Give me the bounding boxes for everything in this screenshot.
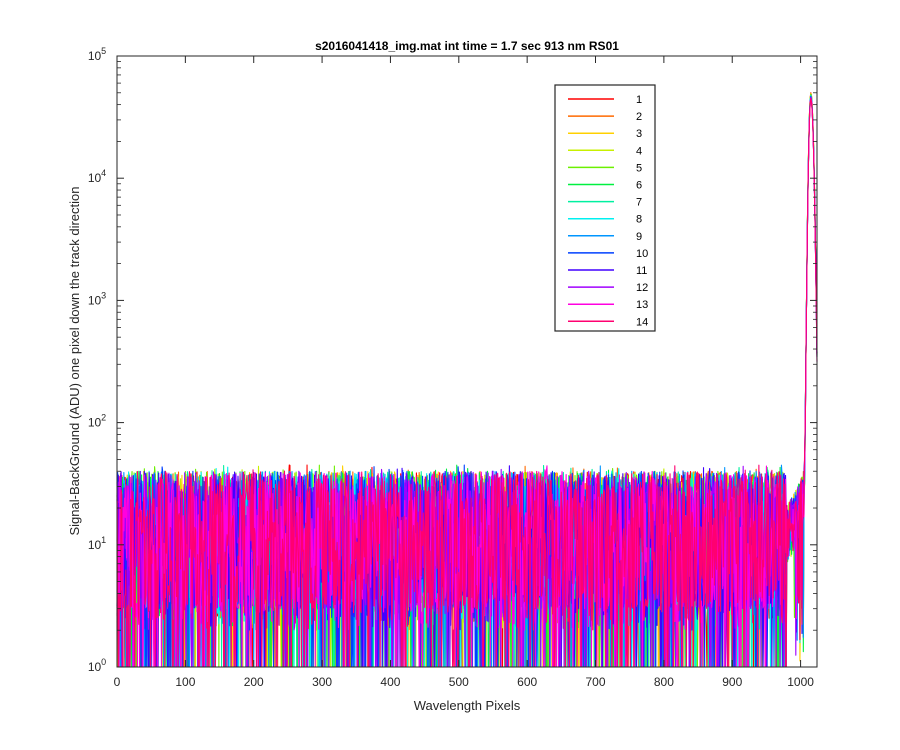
legend-label-14: 14 <box>636 316 648 328</box>
chart-title: s2016041418_img.mat int time = 1.7 sec 9… <box>315 39 619 53</box>
legend-label-11: 11 <box>636 265 647 277</box>
x-tick-label: 400 <box>380 675 400 689</box>
x-tick-label: 700 <box>586 675 606 689</box>
legend-label-1: 1 <box>636 94 642 106</box>
series-line-14 <box>116 98 818 668</box>
axes-box <box>116 55 818 668</box>
legend-label-9: 9 <box>636 231 642 243</box>
ticks-layer: 0 100 200 300 400 500 600 700 800 900 100010010110… <box>88 46 817 689</box>
x-tick-label: 0 <box>114 675 121 689</box>
y-tick-label: 104 <box>88 168 106 185</box>
x-axis-label: Wavelength Pixels <box>414 698 521 713</box>
legend-label-3: 3 <box>636 128 642 140</box>
y-tick-base: 10 <box>88 293 102 307</box>
legend-label-4: 4 <box>636 145 642 157</box>
legend-label-10: 10 <box>636 248 648 260</box>
y-axis-label: Signal-BackGround (ADU) one pixel down t… <box>67 186 82 535</box>
x-tick-label: 100 <box>175 675 195 689</box>
y-tick-base: 10 <box>88 660 102 674</box>
y-tick-label: 102 <box>88 413 106 430</box>
x-tick-label: 500 <box>449 675 469 689</box>
legend-label-8: 8 <box>636 214 642 226</box>
series-layer <box>116 92 818 668</box>
x-tick-label: 900 <box>722 675 742 689</box>
y-tick-base: 10 <box>88 49 102 63</box>
y-tick-label: 105 <box>88 46 106 63</box>
y-tick-exponent: 4 <box>101 168 106 178</box>
y-tick-base: 10 <box>88 416 102 430</box>
y-tick-label: 101 <box>88 535 106 552</box>
x-tick-label: 200 <box>244 675 264 689</box>
y-tick-exponent: 3 <box>101 290 106 300</box>
y-tick-label: 103 <box>88 290 106 307</box>
x-tick-label: 800 <box>654 675 674 689</box>
y-tick-exponent: 0 <box>101 657 106 667</box>
y-tick-label: 100 <box>88 657 106 674</box>
x-tick-label: 600 <box>517 675 537 689</box>
y-tick-exponent: 2 <box>101 413 106 423</box>
x-tick-label: 300 <box>312 675 332 689</box>
legend-label-2: 2 <box>636 111 642 123</box>
legend-label-13: 13 <box>636 299 648 311</box>
legend-label-5: 5 <box>636 162 642 174</box>
x-tick-label: 1000 <box>787 675 814 689</box>
legend-box <box>554 84 656 332</box>
legend-label-12: 12 <box>636 282 648 294</box>
legend-label-6: 6 <box>636 180 642 192</box>
y-tick-base: 10 <box>88 171 102 185</box>
y-tick-exponent: 5 <box>101 46 106 56</box>
y-tick-exponent: 1 <box>101 535 106 545</box>
y-tick-base: 10 <box>88 538 102 552</box>
legend-label-7: 7 <box>636 197 642 209</box>
